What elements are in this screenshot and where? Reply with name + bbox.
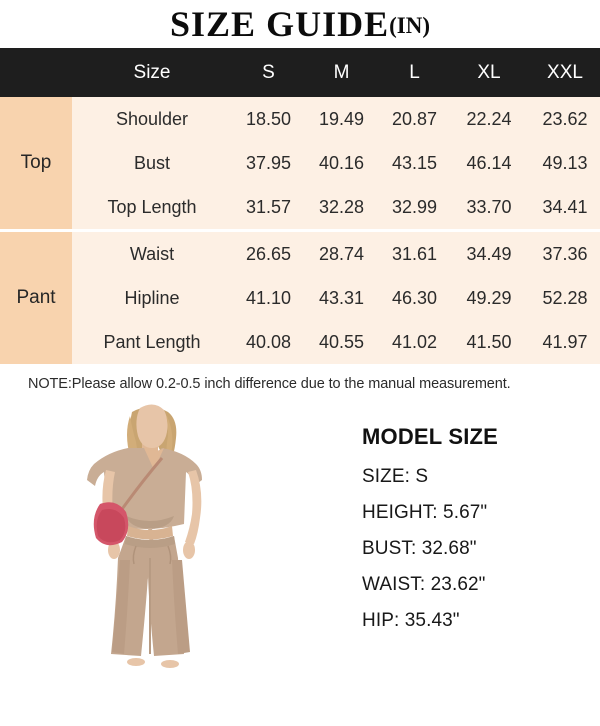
row-value-s: 37.95 [245, 152, 292, 173]
row-value-l: 41.02 [391, 331, 438, 352]
row-value-l: 43.15 [391, 152, 438, 173]
row-value-xxl: 34.41 [542, 196, 588, 217]
row-value-xxl: 23.62 [542, 108, 588, 129]
size-guide-table: Size S M L XL XXL Top Shoulder 18.50 19.… [0, 48, 600, 364]
bottom-section: MODEL SIZE SIZE: S HEIGHT: 5.67" BUST: 3… [0, 400, 600, 678]
row-value-m: 19.49 [318, 108, 365, 129]
table-row: Bust 37.95 40.16 43.15 46.14 49.13 [72, 141, 600, 185]
model-size-line: SIZE: S [362, 466, 429, 487]
page-title-unit: (IN) [389, 12, 430, 38]
row-value-s: 18.50 [245, 108, 292, 129]
row-value-l: 31.61 [391, 243, 438, 264]
table-row: Pant Length 40.08 40.55 41.02 41.50 41.9… [72, 320, 600, 364]
header-cell-l: L [409, 61, 420, 83]
header-cell-spacer [0, 48, 72, 97]
group-label-pant: Pant [0, 232, 72, 364]
row-value-xl: 33.70 [466, 196, 512, 217]
measurement-note: NOTE:Please allow 0.2-0.5 inch differenc… [28, 376, 511, 392]
row-value-m: 32.28 [318, 196, 365, 217]
table-section-pant: Pant Waist 26.65 28.74 31.61 34.49 37.36… [0, 232, 600, 364]
table-row: Hipline 41.10 43.31 46.30 49.29 52.28 [72, 276, 600, 320]
row-value-xxl: 49.13 [542, 152, 588, 173]
group-label-top: Top [0, 97, 72, 229]
row-label: Bust [133, 152, 171, 173]
row-value-m: 28.74 [318, 243, 365, 264]
row-value-xl: 49.29 [466, 287, 512, 308]
row-value-s: 40.08 [245, 331, 292, 352]
row-value-xxl: 37.36 [542, 243, 588, 264]
row-value-l: 46.30 [391, 287, 438, 308]
row-label: Shoulder [115, 108, 189, 129]
model-waist-line: WAIST: 23.62" [362, 574, 486, 595]
row-value-m: 43.31 [318, 287, 365, 308]
table-row: Shoulder 18.50 19.49 20.87 22.24 23.62 [72, 97, 600, 141]
header-cell-s: S [262, 61, 275, 83]
section-body-top: Shoulder 18.50 19.49 20.87 22.24 23.62 B… [72, 97, 600, 229]
row-label: Pant Length [103, 331, 201, 352]
model-bust-line: BUST: 32.68" [362, 538, 477, 559]
row-value-s: 41.10 [245, 287, 292, 308]
model-photo [44, 400, 256, 672]
row-value-s: 31.57 [245, 196, 292, 217]
row-value-s: 26.65 [245, 243, 292, 264]
row-value-xxl: 52.28 [542, 287, 588, 308]
row-label: Top Length [107, 196, 197, 217]
page-title-main: SIZE GUIDE [170, 4, 390, 44]
row-value-l: 32.99 [391, 196, 438, 217]
row-label: Waist [129, 243, 175, 264]
header-cell-m: M [333, 61, 350, 83]
row-value-l: 20.87 [391, 108, 438, 129]
row-value-xl: 46.14 [466, 152, 512, 173]
header-cell-xl: XL [477, 61, 501, 83]
table-section-top: Top Shoulder 18.50 19.49 20.87 22.24 23.… [0, 97, 600, 229]
model-height-line: HEIGHT: 5.67" [362, 502, 488, 523]
page-title: SIZE GUIDE (IN) [0, 0, 600, 48]
header-cell-size: Size [133, 61, 171, 83]
table-header-row: Size S M L XL XXL [0, 48, 600, 97]
row-value-xl: 34.49 [466, 243, 512, 264]
model-size-heading: MODEL SIZE [362, 424, 499, 449]
row-value-m: 40.16 [318, 152, 365, 173]
row-value-xl: 22.24 [466, 108, 512, 129]
row-label: Hipline [124, 287, 180, 308]
model-illustration [44, 400, 256, 672]
row-value-xl: 41.50 [466, 331, 512, 352]
row-value-m: 40.55 [318, 331, 365, 352]
table-row: Waist 26.65 28.74 31.61 34.49 37.36 [72, 232, 600, 276]
model-size-panel: MODEL SIZE SIZE: S HEIGHT: 5.67" BUST: 3… [300, 400, 600, 678]
model-hip-line: HIP: 35.43" [362, 610, 460, 631]
table-row: Top Length 31.57 32.28 32.99 33.70 34.41 [72, 185, 600, 229]
section-body-pant: Waist 26.65 28.74 31.61 34.49 37.36 Hipl… [72, 232, 600, 364]
header-cell-xxl: XXL [547, 61, 583, 83]
model-photo-container [0, 400, 300, 678]
row-value-xxl: 41.97 [542, 331, 588, 352]
